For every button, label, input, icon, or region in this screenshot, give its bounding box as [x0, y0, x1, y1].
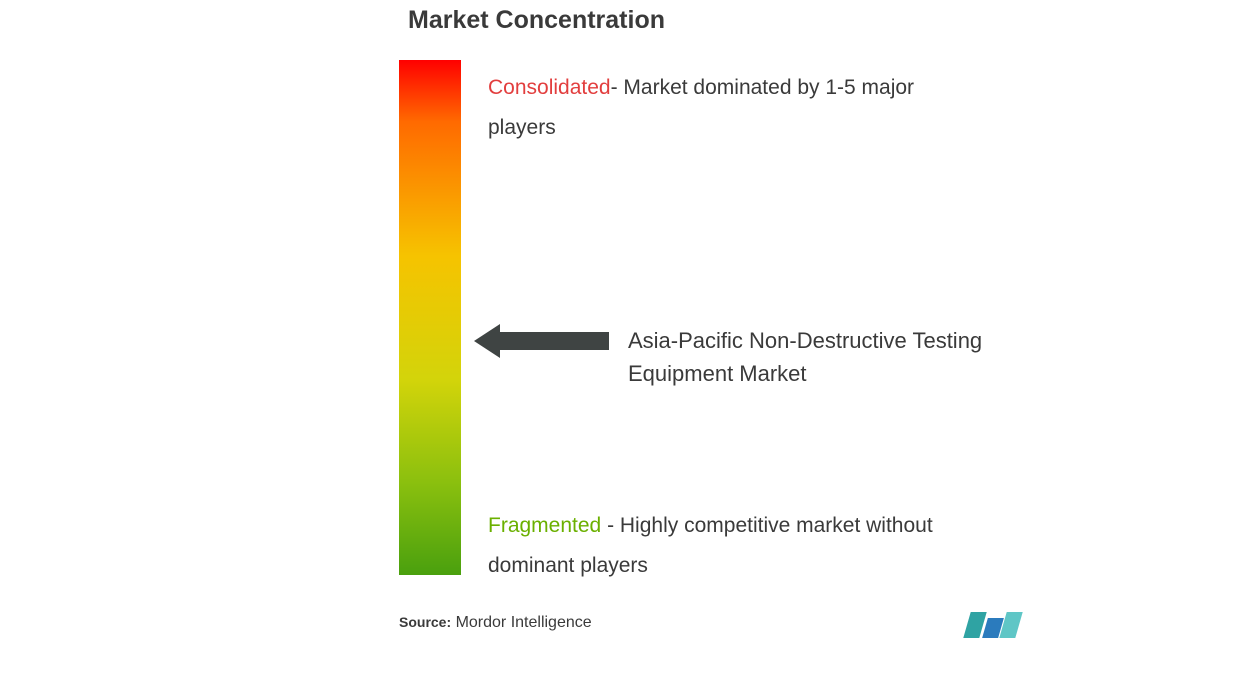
mordor-logo-icon	[967, 612, 1023, 638]
source-line: Source: Mordor Intelligence	[399, 614, 592, 632]
concentration-gradient-bar	[399, 60, 461, 575]
fragmented-key: Fragmented	[488, 514, 601, 537]
market-name-label: Asia-Pacific Non-Destructive Testing Equ…	[628, 324, 1068, 390]
source-value: Mordor Intelligence	[451, 614, 592, 631]
chart-title: Market Concentration	[408, 6, 665, 35]
logo-bar-icon	[999, 612, 1022, 638]
source-label: Source:	[399, 614, 451, 630]
consolidated-label-block: Consolidated- Market dominated by 1-5 ma…	[488, 68, 968, 148]
position-arrow	[474, 326, 609, 356]
fragmented-label-block: Fragmented - Highly competitive market w…	[488, 506, 978, 586]
arrow-shaft	[496, 332, 609, 350]
consolidated-key: Consolidated	[488, 76, 611, 99]
